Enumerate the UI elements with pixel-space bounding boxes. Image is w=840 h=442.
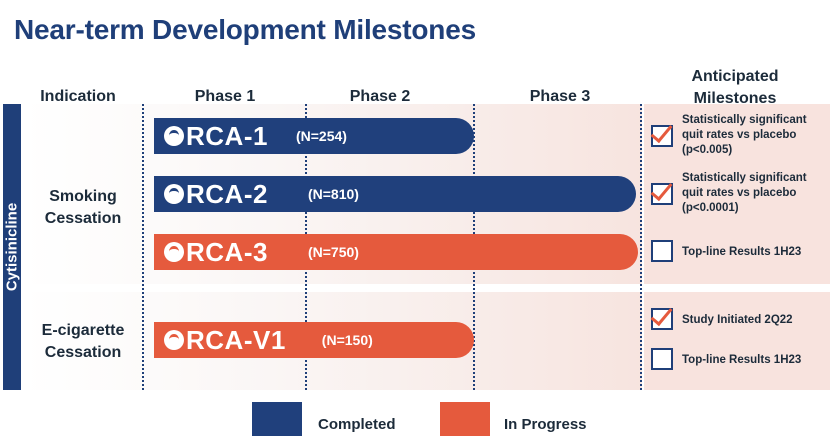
milestone-orca-3: Top-line Results 1H23 xyxy=(682,245,801,260)
milestone-orca-v1-initiated: Study Initiated 2Q22 xyxy=(682,313,793,328)
milestones-panel-ecig xyxy=(644,292,830,390)
milestones-header: Anticipated Milestones xyxy=(660,66,810,110)
trial-logo: RCA-3 xyxy=(164,237,268,268)
trial-name: RCA-V1 xyxy=(186,324,286,355)
milestone-line: Study Initiated 2Q22 xyxy=(682,314,793,326)
trial-name: RCA-1 xyxy=(186,120,268,151)
legend-swatch-in-progress xyxy=(440,402,490,436)
page-title: Near-term Development Milestones xyxy=(14,14,476,45)
drug-sidebar-label: Cytisinicline xyxy=(3,202,21,292)
orca-logo-icon xyxy=(164,330,184,350)
trial-enrollment: (N=254) xyxy=(295,128,347,144)
legend-label-in-progress: In Progress xyxy=(504,416,587,433)
trial-logo: RCA-2 xyxy=(164,179,268,210)
milestone-checkbox xyxy=(650,177,673,205)
milestone-line: quit rates vs placebo xyxy=(682,187,797,199)
phase1-header: Phase 1 xyxy=(194,88,256,105)
milestone-line: quit rates vs placebo xyxy=(682,129,797,141)
milestones-panel-smoking xyxy=(644,104,830,284)
trial-bar-orca-2: RCA-2 (N=810) xyxy=(154,176,636,212)
divider-indication-phase1 xyxy=(142,104,144,390)
divider-phase3-milestones xyxy=(640,104,642,390)
trial-name: RCA-2 xyxy=(186,178,268,209)
milestone-checkbox xyxy=(650,302,673,330)
milestone-orca-1: Statistically significant quit rates vs … xyxy=(682,113,807,158)
indication-ecig-line2: Cessation xyxy=(44,344,122,361)
indication-header: Indication xyxy=(40,88,116,105)
orca-logo-icon xyxy=(164,242,184,262)
milestone-line: Statistically significant xyxy=(682,114,807,126)
trial-name: RCA-3 xyxy=(186,236,268,267)
drug-sidebar xyxy=(3,104,21,390)
milestone-checkbox xyxy=(651,240,673,262)
milestone-orca-v1-topline: Top-line Results 1H23 xyxy=(682,353,801,368)
indication-ecig-line1: E-cigarette xyxy=(41,322,125,339)
orca-logo-icon xyxy=(164,184,184,204)
indication-ecig: E-cigarette Cessation xyxy=(28,320,138,364)
milestone-checkbox xyxy=(651,348,673,370)
indication-smoking-line2: Cessation xyxy=(44,210,122,227)
milestone-line: (p<0.005) xyxy=(682,144,733,156)
trial-logo: RCA-V1 xyxy=(164,325,286,356)
trial-enrollment: (N=150) xyxy=(321,332,373,348)
trial-bar-orca-v1: RCA-V1 (N=150) xyxy=(154,322,474,358)
milestones-header-line2: Milestones xyxy=(693,90,777,107)
legend-swatch-completed xyxy=(252,402,302,436)
milestone-checkbox xyxy=(650,119,673,147)
indication-smoking-line1: Smoking xyxy=(49,188,117,205)
legend-label-completed: Completed xyxy=(318,416,396,433)
trial-enrollment: (N=750) xyxy=(307,244,359,260)
milestone-line: Top-line Results 1H23 xyxy=(682,354,802,366)
trial-logo: RCA-1 xyxy=(164,121,268,152)
indication-smoking: Smoking Cessation xyxy=(28,186,138,230)
milestone-orca-2: Statistically significant quit rates vs … xyxy=(682,171,807,216)
phase3-header: Phase 3 xyxy=(529,88,591,105)
trial-bar-orca-3: RCA-3 (N=750) xyxy=(154,234,638,270)
trial-enrollment: (N=810) xyxy=(307,186,359,202)
milestone-line: Top-line Results 1H23 xyxy=(682,246,802,258)
orca-logo-icon xyxy=(164,126,184,146)
phase2-header: Phase 2 xyxy=(349,88,411,105)
milestones-header-line1: Anticipated xyxy=(691,68,779,85)
trial-bar-orca-1: RCA-1 (N=254) xyxy=(154,118,474,154)
milestone-line: Statistically significant xyxy=(682,172,807,184)
milestone-line: (p<0.0001) xyxy=(682,202,739,214)
